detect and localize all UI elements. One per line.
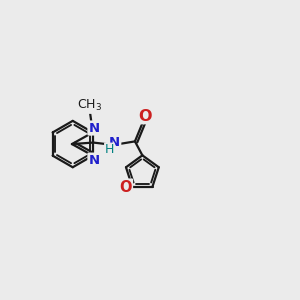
Text: N: N (88, 122, 100, 134)
Text: O: O (138, 109, 152, 124)
Text: N: N (109, 136, 120, 149)
Text: N: N (88, 154, 100, 166)
Text: O: O (119, 180, 132, 195)
Text: CH$_3$: CH$_3$ (77, 98, 102, 113)
Text: H: H (105, 143, 114, 156)
